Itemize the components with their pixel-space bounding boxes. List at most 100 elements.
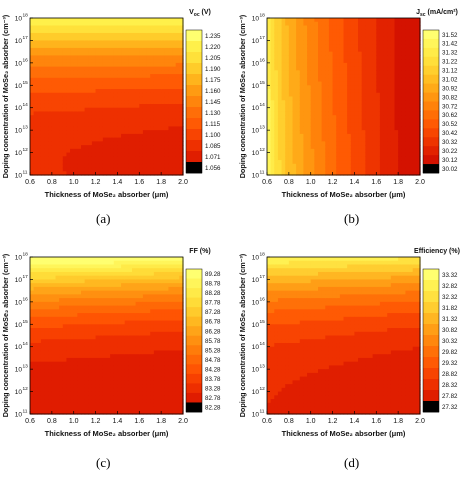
contour-cell xyxy=(106,103,111,109)
contour-cell xyxy=(128,59,133,64)
contour-cell xyxy=(361,36,366,42)
contour-cell xyxy=(412,47,417,53)
contour-cell xyxy=(128,36,133,42)
contour-cell xyxy=(73,51,78,56)
contour-cell xyxy=(121,156,126,161)
contour-cell xyxy=(33,324,38,329)
contour-cell xyxy=(288,148,294,154)
contour-cell xyxy=(369,25,374,30)
contour-cell xyxy=(99,130,104,135)
contour-cell xyxy=(365,62,370,68)
contour-cell xyxy=(40,406,46,411)
contour-cell xyxy=(303,81,308,86)
contour-cell xyxy=(321,118,326,124)
contour-cell xyxy=(81,160,86,165)
contour-cell xyxy=(172,130,177,135)
contour-cell xyxy=(88,148,93,154)
contour-cell xyxy=(121,372,126,378)
contour-cell xyxy=(361,130,366,135)
contour-cell xyxy=(416,137,421,142)
contour-cell xyxy=(281,96,286,101)
contour-cell xyxy=(267,66,272,71)
contour-cell xyxy=(110,145,115,150)
contour-cell xyxy=(51,81,57,86)
contour-cell xyxy=(139,163,144,169)
contour-cell xyxy=(48,148,53,154)
contour-cell xyxy=(168,66,173,71)
contour-cell xyxy=(44,77,49,83)
contour-cell xyxy=(128,342,133,348)
contour-cell xyxy=(73,320,78,325)
contour-cell xyxy=(48,328,53,333)
contour-cell xyxy=(62,152,68,157)
y-tick-label: 10 xyxy=(252,16,260,23)
contour-cell xyxy=(51,324,57,329)
contour-cell xyxy=(33,328,38,333)
contour-cell xyxy=(110,369,115,374)
contour-cell xyxy=(62,331,68,337)
contour-cell xyxy=(48,81,53,86)
contour-cell xyxy=(95,85,100,90)
contour-cell xyxy=(48,40,53,45)
contour-cell xyxy=(132,290,137,295)
contour-cell xyxy=(146,163,151,169)
contour-cell xyxy=(55,399,60,404)
contour-cell xyxy=(135,44,140,49)
contour-cell xyxy=(124,331,129,337)
contour-cell xyxy=(37,275,42,281)
contour-cell xyxy=(277,167,283,172)
contour-cell xyxy=(48,372,53,378)
contour-cell xyxy=(84,410,89,415)
contour-cell xyxy=(37,89,42,94)
contour-cell xyxy=(30,283,35,288)
contour-cell xyxy=(48,21,53,27)
contour-cell xyxy=(387,44,392,49)
contour-cell xyxy=(59,29,64,34)
contour-cell xyxy=(102,25,108,30)
contour-cell xyxy=(347,92,352,98)
colorbar-title: Jsc (mA/cm²) xyxy=(416,9,458,18)
contour-cell xyxy=(77,171,82,176)
contour-cell xyxy=(102,74,108,79)
contour-cell xyxy=(146,62,151,68)
contour-cell xyxy=(59,290,64,295)
contour-cell xyxy=(146,59,151,64)
contour-cell xyxy=(44,384,49,389)
contour-cell xyxy=(124,402,129,408)
contour-cell xyxy=(135,376,140,381)
contour-cell xyxy=(62,85,68,90)
contour-cell xyxy=(66,268,71,273)
contour-cell xyxy=(91,268,97,273)
contour-cell xyxy=(416,44,421,49)
contour-cell xyxy=(77,313,82,318)
contour-cell xyxy=(55,62,60,68)
contour-cell xyxy=(179,74,184,79)
contour-cell xyxy=(59,152,64,157)
contour-cell xyxy=(102,148,108,154)
contour-cell xyxy=(44,103,49,109)
contour-cell xyxy=(73,36,78,42)
contour-cell xyxy=(379,66,385,71)
contour-cell xyxy=(48,126,53,131)
contour-cell xyxy=(365,51,370,56)
contour-cell xyxy=(161,21,166,27)
contour-cell xyxy=(124,376,129,381)
contour-cell xyxy=(139,283,144,288)
contour-cell xyxy=(270,21,275,27)
contour-cell xyxy=(343,122,348,128)
contour-cell xyxy=(48,141,53,146)
contour-cell xyxy=(390,156,396,161)
contour-cell xyxy=(296,148,301,154)
contour-cell xyxy=(339,62,345,68)
contour-cell xyxy=(285,92,290,98)
contour-cell xyxy=(132,410,137,415)
contour-cell xyxy=(153,51,159,56)
contour-cell xyxy=(318,160,323,165)
contour-cell xyxy=(153,145,159,150)
colorbar-tick-label: 1.071 xyxy=(205,154,221,161)
contour-cell xyxy=(321,156,326,161)
contour-cell xyxy=(168,47,173,53)
contour-cell xyxy=(150,74,155,79)
contour-cell xyxy=(314,21,319,27)
contour-cell xyxy=(135,62,140,68)
